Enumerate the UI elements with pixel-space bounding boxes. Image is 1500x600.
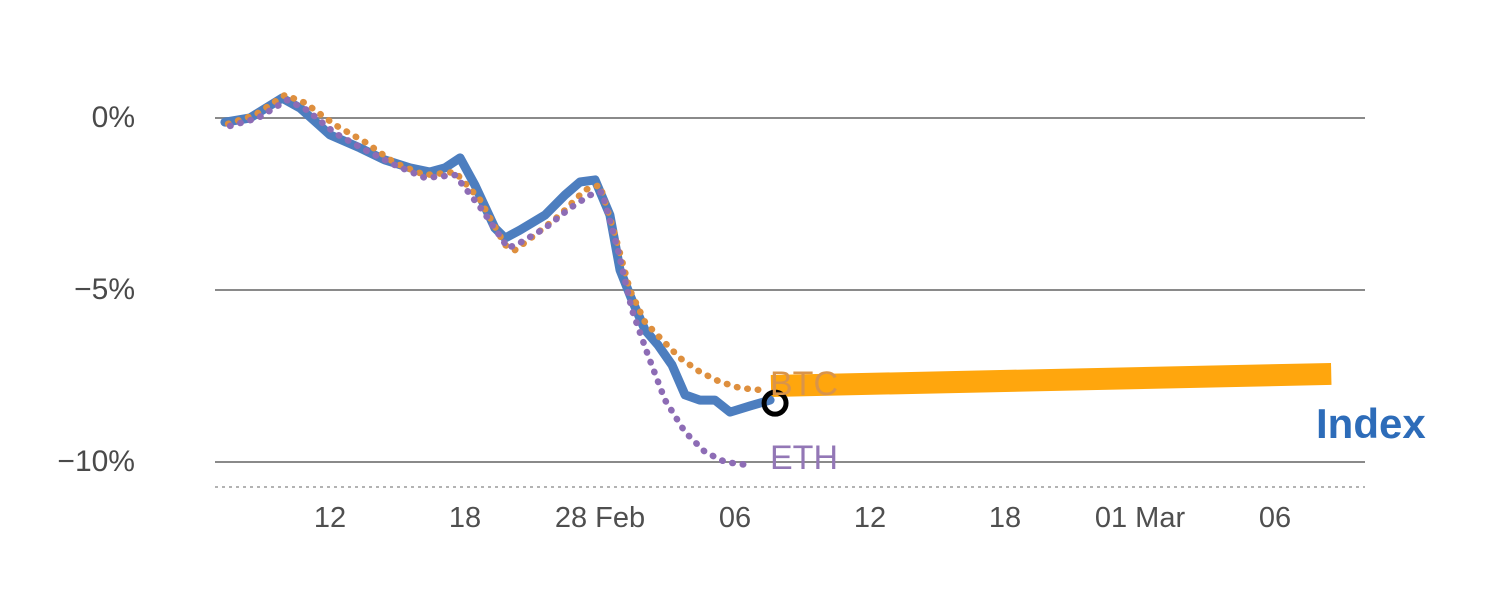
x-tick-label-5: 12 (853, 502, 887, 534)
x-tick-label-6: 18 (988, 502, 1022, 534)
y-tick-label-0: 0% (91, 101, 135, 134)
x-tick-label-1: 12 (313, 502, 347, 534)
series-line-btc (224, 91, 766, 394)
projection-band (770, 362, 1332, 397)
series-line-index (220, 93, 775, 417)
x-tick-label-2: 18 (448, 502, 482, 534)
series-label-index: Index (1316, 400, 1426, 447)
y-tick-label-neg10: −10% (57, 445, 135, 478)
current-point-marker (761, 389, 789, 417)
series-label-btc: BTC (770, 365, 838, 403)
y-tick-label-neg5: −5% (74, 273, 135, 306)
x-tick-label-4: 06 (718, 502, 752, 534)
x-tick-label-8: 06 (1258, 502, 1292, 534)
series-line-eth (226, 96, 752, 469)
x-tick-label-7: 01 Mar (1094, 502, 1186, 534)
series-label-eth: ETH (770, 439, 838, 477)
x-tick-label-3: 28 Feb (554, 502, 646, 534)
